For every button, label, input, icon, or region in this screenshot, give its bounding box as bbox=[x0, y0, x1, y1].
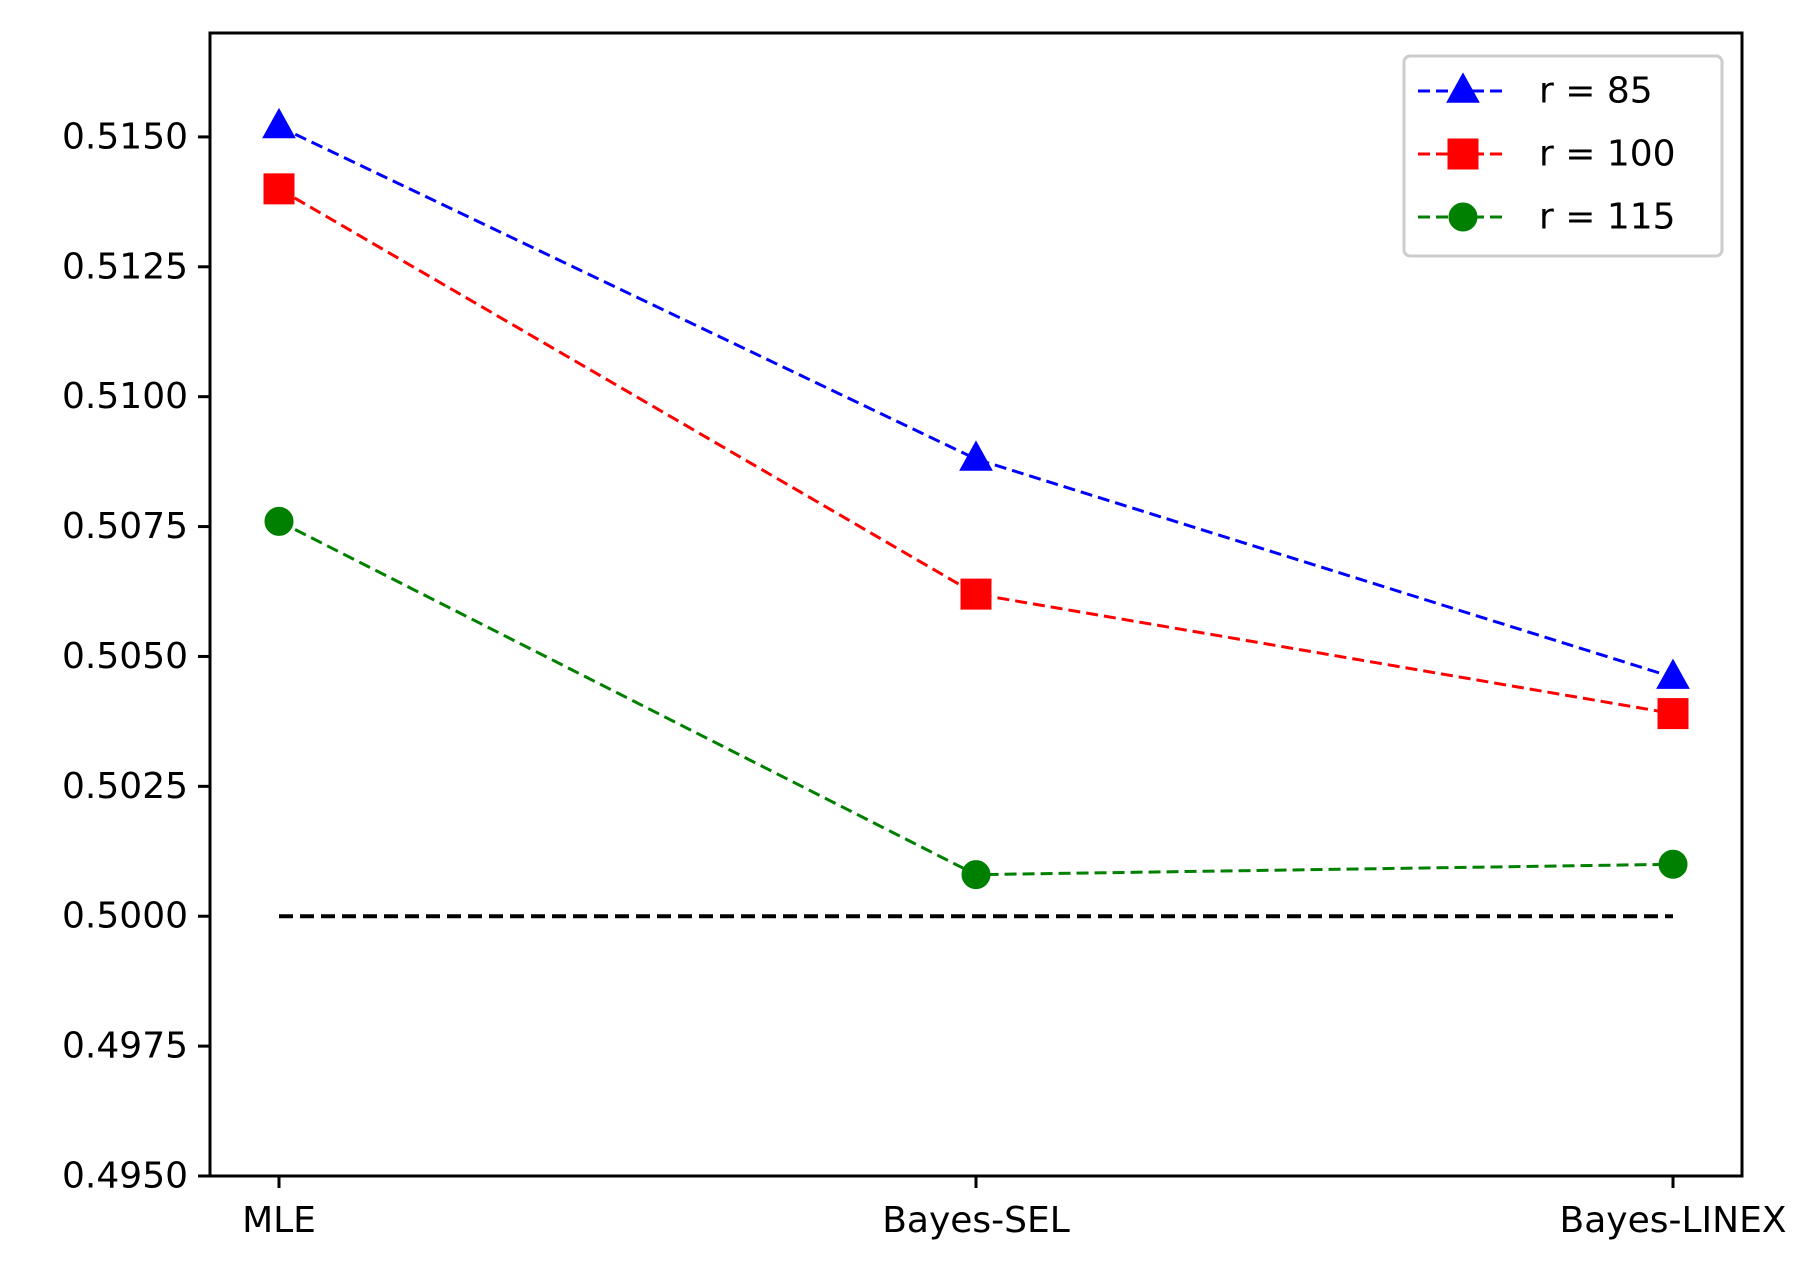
legend-swatch-marker bbox=[1448, 202, 1478, 232]
legend-swatch-marker bbox=[1446, 72, 1480, 103]
data-point bbox=[961, 860, 991, 890]
legend-label: r = 115 bbox=[1539, 197, 1676, 238]
legend: r = 85 r = 100 r = 115 bbox=[1402, 54, 1724, 258]
y-tick-label: 0.5125 bbox=[62, 246, 188, 287]
series-layer bbox=[262, 107, 1690, 890]
y-tick-label: 0.5075 bbox=[62, 506, 188, 547]
y-tick-label: 0.5150 bbox=[62, 116, 188, 157]
x-tick-label: Bayes-SEL bbox=[882, 1200, 1070, 1241]
data-point bbox=[1656, 658, 1690, 689]
data-point bbox=[1658, 849, 1688, 879]
y-tick-label: 0.5100 bbox=[62, 376, 188, 417]
data-point bbox=[262, 107, 296, 139]
y-tick-label: 0.4975 bbox=[62, 1026, 188, 1067]
data-point bbox=[960, 578, 992, 610]
series-3 bbox=[264, 506, 1688, 890]
legend-swatch-marker bbox=[1447, 138, 1479, 170]
series-2 bbox=[263, 173, 1689, 730]
y-tick-label: 0.5025 bbox=[62, 766, 188, 807]
data-point bbox=[263, 173, 295, 205]
legend-box bbox=[1402, 54, 1724, 258]
series-line bbox=[278, 125, 1674, 679]
x-tick-label: MLE bbox=[242, 1200, 316, 1241]
y-tick-label: 0.5050 bbox=[62, 636, 188, 677]
legend-label: r = 100 bbox=[1539, 134, 1676, 175]
x-tick-label: Bayes-LINEX bbox=[1560, 1200, 1787, 1241]
data-point bbox=[1657, 698, 1689, 730]
y-tick-label: 0.4950 bbox=[62, 1156, 188, 1197]
legend-label: r = 85 bbox=[1539, 71, 1653, 112]
x-axis: MLE Bayes-SEL Bayes-LINEX bbox=[242, 1176, 1786, 1241]
y-axis: 0.4950 0.4975 0.5000 0.5025 0.5050 0.5075 0.51… bbox=[62, 116, 210, 1197]
y-tick-label: 0.5000 bbox=[62, 896, 188, 937]
series-1 bbox=[262, 107, 1690, 689]
data-point bbox=[264, 506, 294, 536]
data-point bbox=[959, 440, 993, 471]
